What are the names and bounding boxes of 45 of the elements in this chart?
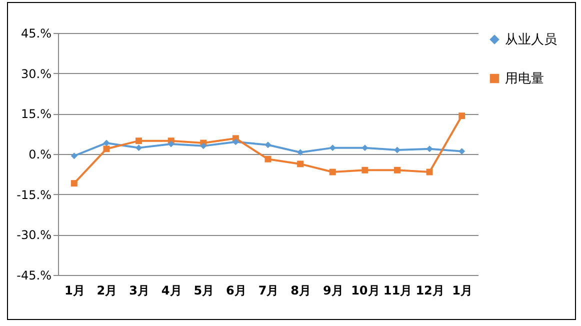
point: [394, 166, 400, 174]
point: [458, 148, 466, 155]
point: [70, 152, 78, 160]
point: [136, 144, 142, 152]
point: [329, 168, 336, 176]
point: [136, 138, 142, 144]
x-tick-label: 7月: [258, 284, 279, 298]
y-tick-label: -15.%: [16, 188, 52, 202]
point: [297, 160, 304, 168]
x-tick-label: 6月: [226, 284, 246, 298]
x-tick-label: 9月: [322, 284, 344, 298]
x-tick-label: 2月: [96, 284, 118, 298]
y-tick-label: -45.%: [16, 268, 52, 282]
point: [200, 142, 207, 150]
x-tick-label: 11月: [383, 284, 412, 298]
x-tick-label: 1月: [64, 284, 85, 298]
point: [426, 168, 433, 176]
y-tick-label: 0.%: [28, 148, 52, 162]
point: [264, 142, 272, 148]
point: [426, 146, 433, 152]
y-tick-label: 45.%: [21, 26, 52, 40]
y-tick-label: 30.%: [21, 66, 52, 81]
point: [297, 149, 304, 156]
point: [70, 180, 78, 187]
legend-label: 用电量: [505, 72, 544, 86]
point: [103, 140, 110, 146]
legend-label: 从业人员: [505, 32, 557, 48]
x-tick-label: 12月: [416, 284, 444, 298]
y-tick-label: -30.%: [16, 228, 52, 242]
x-tick-label: 3月: [129, 284, 150, 298]
point: [264, 156, 272, 162]
point: [394, 146, 400, 154]
point: [168, 140, 174, 148]
x-tick-label: 8月: [290, 284, 311, 298]
point: [103, 146, 110, 152]
point: [362, 144, 368, 152]
point: [362, 166, 368, 174]
point: [458, 112, 466, 120]
x-tick-label: 1月: [452, 284, 473, 298]
point: [329, 144, 336, 152]
x-tick-label: 5月: [194, 284, 214, 298]
point: [232, 138, 239, 146]
y-tick-label: 15.%: [21, 107, 52, 122]
x-tick-label: 4月: [161, 284, 182, 298]
x-tick-label: 10月: [351, 284, 380, 298]
